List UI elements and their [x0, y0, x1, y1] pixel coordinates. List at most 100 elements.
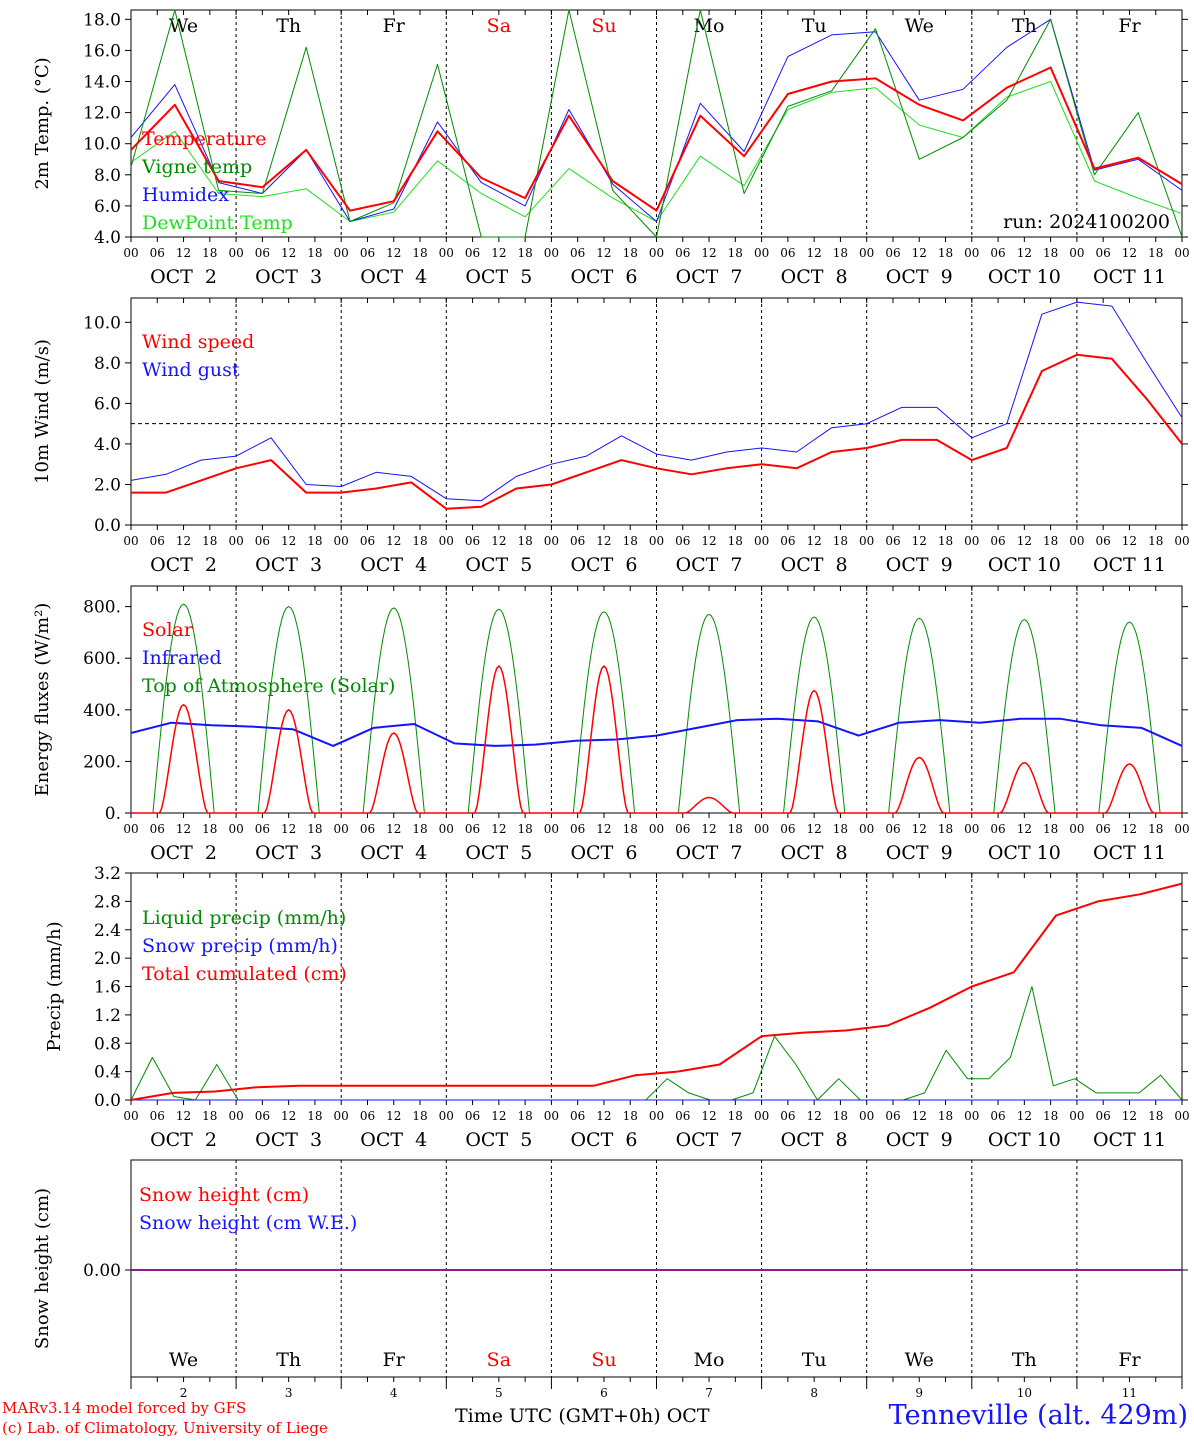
- day-label: We: [169, 15, 198, 37]
- date-label: OCT 3: [255, 266, 322, 288]
- hour-tick-label: 00: [964, 1109, 979, 1123]
- y-tick-label: 1.2: [94, 1006, 121, 1026]
- run-annotation: run: 2024100200: [1003, 211, 1170, 233]
- legend-entry: Humidex: [142, 184, 229, 206]
- hour-tick-label: 18: [1148, 1109, 1163, 1123]
- hour-tick-label: 12: [1122, 534, 1137, 548]
- legend-entry: Liquid precip (mm/h): [142, 907, 346, 929]
- day-label: Sa: [487, 15, 511, 37]
- hour-tick-label: 00: [859, 246, 874, 260]
- y-tick-label: 0.0: [94, 1091, 121, 1111]
- y-tick-label: 0.: [105, 804, 121, 824]
- hour-tick-label: 06: [1096, 1109, 1111, 1123]
- hour-tick-label: 06: [360, 534, 375, 548]
- date-label: OCT 9: [886, 1129, 953, 1151]
- y-tick-label: 0.00: [83, 1261, 121, 1281]
- y-tick-label: 0.4: [94, 1063, 121, 1083]
- date-label: OCT 4: [360, 1129, 427, 1151]
- hour-tick-label: 18: [202, 534, 217, 548]
- y-tick-label: 16.0: [83, 41, 121, 61]
- day-label: Th: [1012, 15, 1037, 37]
- date-label: OCT 10: [988, 554, 1061, 576]
- hour-tick-label: 12: [1122, 1109, 1137, 1123]
- hour-tick-label: 18: [517, 822, 532, 836]
- hour-tick-label: 06: [150, 1109, 165, 1123]
- legend-entry: Infrared: [142, 647, 222, 669]
- hour-tick-label: 12: [596, 246, 611, 260]
- y-tick-label: 800.: [83, 598, 121, 618]
- hour-tick-label: 00: [649, 534, 664, 548]
- date-label: OCT 11: [1093, 1129, 1166, 1151]
- hour-tick-label: 12: [701, 822, 716, 836]
- hour-tick-label: 00: [439, 534, 454, 548]
- date-label: OCT 6: [570, 266, 637, 288]
- hour-tick-label: 06: [675, 822, 690, 836]
- hour-tick-label: 12: [1122, 246, 1137, 260]
- hour-tick-label: 12: [1122, 822, 1137, 836]
- hour-tick-label: 00: [334, 822, 349, 836]
- hour-tick-label: 00: [754, 246, 769, 260]
- legend-entry: Snow precip (mm/h): [142, 935, 338, 957]
- hour-tick-label: 12: [701, 534, 716, 548]
- date-label: OCT 6: [570, 1129, 637, 1151]
- hour-tick-label: 00: [123, 534, 138, 548]
- date-label: OCT 11: [1093, 266, 1166, 288]
- day-label: Su: [591, 15, 616, 37]
- hour-tick-label: 00: [859, 534, 874, 548]
- hour-tick-label: 06: [675, 534, 690, 548]
- hour-tick-label: 18: [728, 1109, 743, 1123]
- hour-tick-label: 00: [334, 1109, 349, 1123]
- hour-tick-label: 18: [623, 1109, 638, 1123]
- hour-tick-label: 00: [964, 822, 979, 836]
- hour-tick-label: 00: [964, 534, 979, 548]
- hour-tick-label: 00: [123, 822, 138, 836]
- model-credit: MARv3.14 model forced by GFS: [2, 1399, 247, 1417]
- legend-entry: Snow height (cm): [139, 1184, 309, 1206]
- hour-tick-label: 12: [281, 1109, 296, 1123]
- hour-tick-label: 06: [1096, 534, 1111, 548]
- day-label: We: [905, 1349, 934, 1371]
- hour-tick-label: 12: [1017, 534, 1032, 548]
- hour-tick-label: 18: [938, 822, 953, 836]
- hour-tick-label: 12: [701, 1109, 716, 1123]
- lab-credit: (c) Lab. of Climatology, University of L…: [2, 1419, 328, 1437]
- hour-tick-label: 12: [491, 822, 506, 836]
- hour-tick-label: 12: [491, 1109, 506, 1123]
- hour-tick-label: 12: [386, 1109, 401, 1123]
- hour-tick-label: 18: [833, 1109, 848, 1123]
- hour-tick-label: 06: [885, 1109, 900, 1123]
- date-label: OCT 8: [781, 1129, 848, 1151]
- hour-tick-label: 18: [1043, 822, 1058, 836]
- day-number: 2: [180, 1386, 188, 1400]
- hour-tick-label: 12: [596, 1109, 611, 1123]
- hour-tick-label: 06: [885, 822, 900, 836]
- day-label: We: [905, 15, 934, 37]
- hour-tick-label: 12: [1017, 1109, 1032, 1123]
- day-number: 5: [495, 1386, 503, 1400]
- series-line-wind-gust: [130, 301, 1183, 502]
- hour-tick-label: 06: [1096, 246, 1111, 260]
- hour-tick-label: 00: [439, 822, 454, 836]
- day-label: Mo: [694, 15, 725, 37]
- hour-tick-label: 06: [675, 1109, 690, 1123]
- hour-tick-label: 18: [938, 1109, 953, 1123]
- date-label: OCT 5: [465, 1129, 532, 1151]
- hour-tick-label: 12: [596, 534, 611, 548]
- y-tick-label: 0.8: [94, 1034, 121, 1054]
- hour-tick-label: 06: [465, 822, 480, 836]
- date-label: OCT 5: [465, 266, 532, 288]
- hour-tick-label: 00: [859, 822, 874, 836]
- date-label: OCT 7: [676, 1129, 743, 1151]
- legend-entry: DewPoint Temp: [142, 212, 293, 234]
- hour-tick-label: 00: [544, 1109, 559, 1123]
- day-number: 3: [285, 1386, 293, 1400]
- hour-tick-label: 06: [255, 1109, 270, 1123]
- hour-tick-label: 00: [754, 534, 769, 548]
- hour-tick-label: 06: [990, 246, 1005, 260]
- y-axis-label: Snow height (cm): [32, 1188, 53, 1349]
- hour-tick-label: 12: [807, 822, 822, 836]
- date-label: OCT 9: [886, 266, 953, 288]
- y-axis-label: 10m Wind (m/s): [32, 339, 53, 484]
- y-tick-label: 1.6: [94, 978, 121, 998]
- hour-tick-label: 12: [281, 822, 296, 836]
